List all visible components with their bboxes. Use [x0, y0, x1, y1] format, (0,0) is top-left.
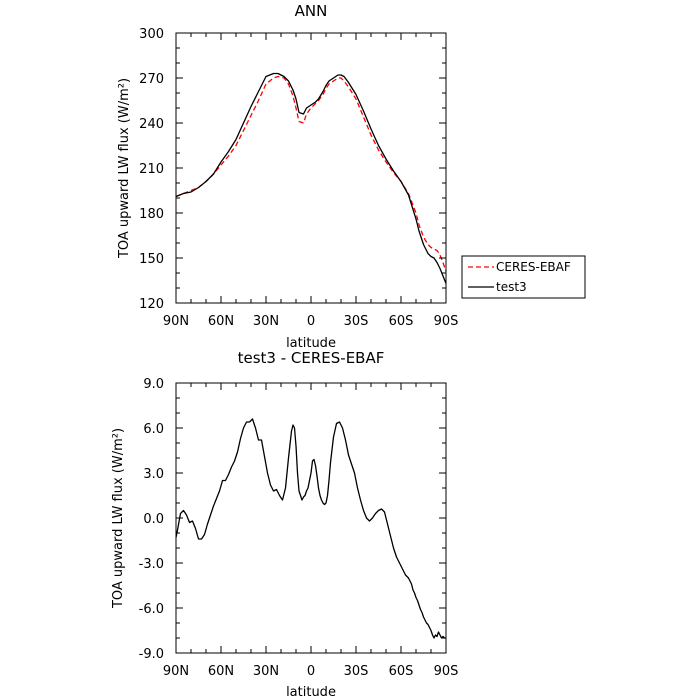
top-chart-series-group — [175, 72, 447, 284]
top-chart: ANN 120 150 180 210 240 270 300 90N 60N 30N 0 30S 6… — [117, 2, 586, 351]
legend-box — [461, 255, 586, 299]
bottom-chart-plot-frame — [175, 382, 447, 654]
y-tick-label: 150 — [139, 252, 164, 267]
bottom-series-line-difference — [175, 418, 446, 639]
x-tick-label: 60S — [389, 664, 414, 679]
y-tick-label: 180 — [139, 207, 164, 222]
y-tick-label: 0.0 — [143, 512, 164, 527]
top-chart-y-axis: 120 150 180 210 240 270 300 — [139, 27, 446, 312]
bottom-chart-x-axis: 90N 60N 30N 0 30S 60S 90S — [163, 383, 459, 679]
x-tick-label: 90S — [434, 664, 459, 679]
legend-label-test3: test3 — [496, 280, 527, 294]
bottom-chart-x-axis-label: latitude — [286, 685, 336, 700]
x-tick-label: 60N — [208, 664, 234, 679]
top-series-line-test3 — [175, 72, 447, 284]
y-tick-label: 210 — [139, 162, 164, 177]
bottom-chart-series-group — [175, 418, 446, 639]
y-tick-label: 300 — [139, 27, 164, 42]
x-tick-label: 90N — [163, 664, 189, 679]
y-tick-label: 120 — [139, 297, 164, 312]
bottom-chart-title: test3 - CERES-EBAF — [238, 349, 385, 367]
y-tick-label: 3.0 — [143, 467, 164, 482]
x-tick-label: 60S — [389, 314, 414, 329]
y-tick-label: 240 — [139, 117, 164, 132]
bottom-chart-y-axis-label: TOA upward LW flux (W/m²) — [111, 428, 126, 609]
x-tick-label: 0 — [307, 314, 315, 329]
legend-label-ceres-ebaf: CERES-EBAF — [496, 260, 571, 274]
x-tick-label: 30N — [253, 314, 279, 329]
y-tick-label: -9.0 — [139, 647, 164, 662]
y-tick-label: 6.0 — [143, 422, 164, 437]
x-tick-label: 30S — [344, 314, 369, 329]
x-tick-label: 30N — [253, 664, 279, 679]
x-tick-label: 60N — [208, 314, 234, 329]
bottom-chart-y-axis: -9.0 -6.0 -3.0 0.0 3.0 6.0 9.0 — [139, 377, 446, 662]
x-tick-label: 90S — [434, 314, 459, 329]
x-tick-label: 0 — [307, 664, 315, 679]
top-series-line-ceres-ebaf — [175, 75, 447, 272]
y-tick-label: 270 — [139, 72, 164, 87]
y-tick-label: 9.0 — [143, 377, 164, 392]
top-chart-x-axis: 90N 60N 30N 0 30S 60S 90S — [163, 33, 459, 329]
x-tick-label: 90N — [163, 314, 189, 329]
y-tick-label: -6.0 — [139, 602, 164, 617]
bottom-chart: test3 - CERES-EBAF -9.0 -6.0 -3.0 0.0 3.0 6.0… — [111, 349, 458, 700]
top-chart-x-axis-label: latitude — [286, 336, 336, 351]
y-tick-label: -3.0 — [139, 557, 164, 572]
top-chart-title: ANN — [295, 2, 328, 20]
x-tick-label: 30S — [344, 664, 369, 679]
top-chart-y-axis-label: TOA upward LW flux (W/m²) — [117, 78, 132, 259]
top-chart-legend: CERES-EBAF test3 — [461, 255, 586, 299]
